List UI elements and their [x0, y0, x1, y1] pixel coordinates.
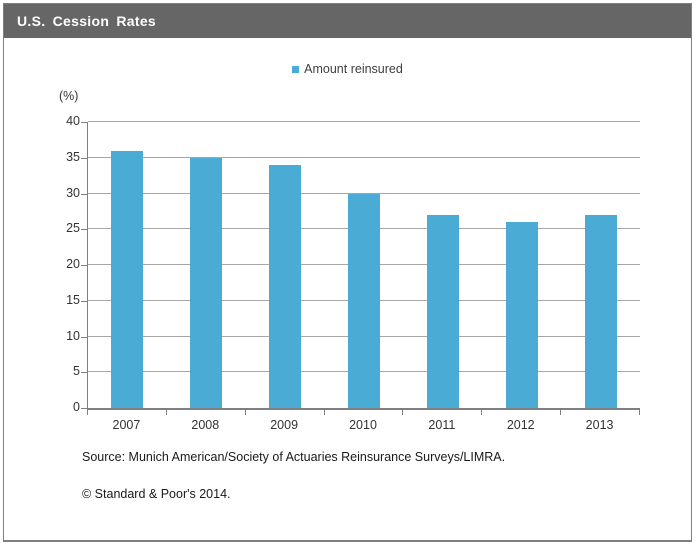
- y-tick-label-15: 15: [66, 292, 80, 307]
- x-label-2011: 2011: [428, 418, 456, 432]
- x-label-2013: 2013: [585, 418, 614, 432]
- x-axis-labels: 2007 2008 2009 2010 2011 2012 2013: [87, 418, 639, 432]
- page-title: U.S. Cession Rates: [17, 13, 156, 29]
- y-tick-mark-0: [81, 408, 87, 409]
- y-tick-mark-40: [81, 122, 87, 123]
- bar-2008: [190, 157, 223, 408]
- y-tick-mark-30: [81, 193, 87, 195]
- y-tick-mark-10: [81, 336, 87, 338]
- legend-swatch-icon: [292, 65, 300, 73]
- y-tick-mark-35: [81, 157, 87, 159]
- bar-2011: [426, 214, 459, 408]
- bar-cell-2012: [482, 122, 561, 408]
- bar-2007: [111, 150, 144, 408]
- y-tick-mark-20: [81, 265, 87, 266]
- bar-series: [88, 122, 640, 408]
- y-tick-mark-15: [81, 300, 87, 302]
- bar-cell-2009: [246, 122, 325, 408]
- y-tick-label-30: 30: [66, 185, 80, 200]
- x-label-2010: 2010: [349, 418, 377, 432]
- x-tick-mark-3: [323, 410, 325, 415]
- bar-2009: [269, 164, 302, 408]
- y-tick-label-10: 10: [66, 328, 80, 343]
- gridline-30: [88, 192, 640, 194]
- x-label-2007: 2007: [112, 418, 141, 432]
- copyright-note: © Standard & Poor's 2014.: [82, 487, 231, 501]
- plot-area: [87, 121, 640, 410]
- figure-frame: U.S. Cession Rates Amount reinsured (%) …: [3, 3, 692, 542]
- chart-region: Amount reinsured (%) 0 5 10 15 20 25 30 35 40 20…: [4, 38, 691, 540]
- x-tick-mark-4: [402, 410, 404, 415]
- x-label-2008: 2008: [191, 418, 220, 432]
- bar-cell-2008: [167, 122, 246, 408]
- chart-title-bar: U.S. Cession Rates: [4, 4, 691, 38]
- bar-2013: [584, 214, 617, 408]
- y-tick-label-40: 40: [66, 114, 80, 128]
- x-tick-mark-5: [481, 410, 483, 415]
- x-label-2009: 2009: [270, 418, 299, 432]
- gridline-35: [88, 156, 640, 158]
- y-tick-mark-25: [81, 229, 87, 231]
- y-tick-label-20: 20: [66, 257, 80, 271]
- y-tick-label-0: 0: [73, 400, 80, 414]
- bar-cell-2013: [561, 122, 640, 408]
- y-tick-mark-5: [81, 372, 87, 374]
- y-tick-label-5: 5: [73, 364, 80, 379]
- legend: Amount reinsured: [4, 62, 691, 76]
- x-tick-mark-7: [639, 410, 640, 415]
- bar-cell-2010: [325, 122, 404, 408]
- y-axis-unit-label: (%): [59, 89, 79, 103]
- source-note: Source: Munich American/Society of Actua…: [82, 450, 506, 464]
- bar-cell-2007: [88, 122, 167, 408]
- bar-2010: [348, 193, 380, 408]
- x-label-2012: 2012: [506, 418, 535, 432]
- legend-label: Amount reinsured: [304, 62, 403, 76]
- x-tick-mark-6: [560, 410, 562, 415]
- gridline-40: [88, 121, 640, 122]
- bar-2012: [505, 222, 538, 408]
- bar-cell-2011: [403, 122, 482, 408]
- x-tick-mark-2: [244, 410, 246, 415]
- x-tick-mark-1: [165, 410, 167, 415]
- y-tick-label-25: 25: [66, 221, 80, 236]
- x-tick-mark-0: [87, 410, 88, 415]
- y-tick-label-35: 35: [66, 149, 80, 164]
